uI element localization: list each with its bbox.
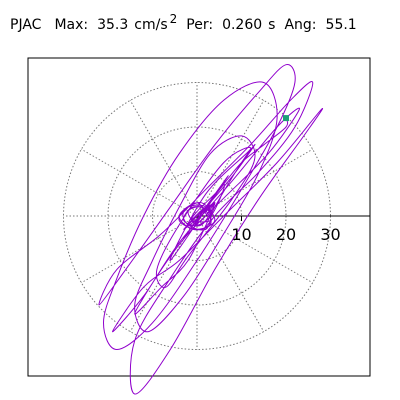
grid-spoke-150 <box>81 148 198 217</box>
motion-trace-line <box>98 64 324 395</box>
grid-spoke-300 <box>196 215 265 332</box>
angle-label: Ang: <box>284 17 317 33</box>
max-label: Max: <box>54 17 89 33</box>
period-value: 0.260 <box>222 17 263 33</box>
particle-motion-trace <box>98 64 324 395</box>
angle-value: 55.1 <box>325 17 357 33</box>
ring-tick-label: 20 <box>276 225 296 244</box>
end-marker <box>283 115 289 122</box>
grid-spoke-120 <box>129 100 198 217</box>
radial-tick-labels: 10 20 30 <box>231 216 341 244</box>
ring-tick-label: 10 <box>231 225 251 244</box>
max-units: cm/s <box>134 17 168 33</box>
plot-frame <box>27 57 371 377</box>
ring-tick-label: 30 <box>320 225 340 244</box>
trace-end-marker <box>283 115 289 122</box>
plot-header: PJAC Max: 35.3 cm/s 2 Per: 0.260 s Ang: 55.1 <box>10 12 400 38</box>
period-units: s <box>268 17 276 33</box>
station-code: PJAC <box>10 17 42 33</box>
period-label: Per: <box>186 17 214 33</box>
grid-spoke-330 <box>196 215 313 284</box>
max-units-superscript: 2 <box>169 12 178 26</box>
grid-spoke-60 <box>196 100 265 217</box>
max-value: 35.3 <box>97 17 129 33</box>
